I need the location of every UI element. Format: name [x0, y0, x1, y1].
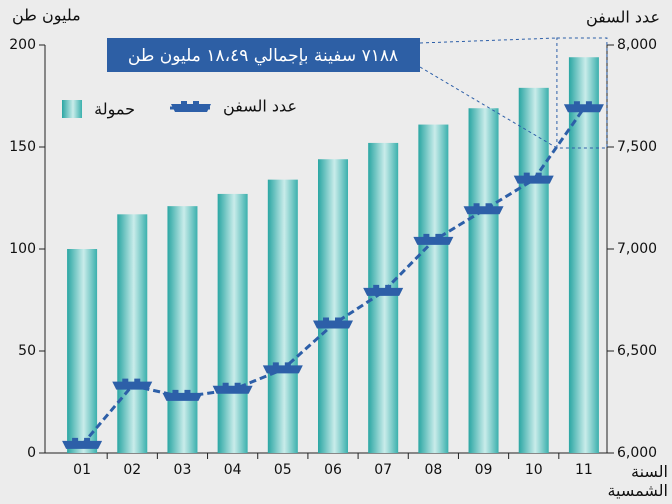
- annotation-target: [556, 37, 608, 149]
- point: [313, 317, 353, 329]
- point: [563, 101, 604, 113]
- ship-marker: [162, 389, 203, 401]
- y-tick-label: 50: [18, 343, 36, 359]
- bar: [117, 214, 148, 453]
- point: [363, 284, 404, 296]
- x-tick-label: 06: [324, 462, 342, 478]
- ship-marker: [262, 362, 303, 374]
- y-tick-label: 150: [9, 139, 36, 155]
- bar: [568, 57, 599, 454]
- y-tick-label: 200: [9, 37, 36, 53]
- bar: [418, 124, 449, 453]
- point: [513, 172, 554, 184]
- x-tick-label: 11: [575, 462, 593, 478]
- y2-tick-label: 7,500: [617, 139, 657, 155]
- x-tick-label: 07: [374, 462, 392, 478]
- y-tick-label: 100: [9, 241, 36, 257]
- ship-marker: [413, 233, 454, 245]
- x-tick-label: 05: [274, 462, 292, 478]
- point: [112, 378, 153, 390]
- ship-marker: [463, 203, 504, 215]
- bar: [267, 179, 298, 453]
- point: [262, 362, 303, 374]
- y2-tick-label: 6,500: [617, 343, 657, 359]
- ship-marker: [171, 101, 211, 112]
- y2-axis-title: عدد السفن: [586, 8, 660, 28]
- x-tick-label: 09: [475, 462, 493, 478]
- ship-marker: [363, 284, 404, 296]
- bar: [217, 193, 248, 454]
- ship-marker: [513, 172, 554, 184]
- annotation: ٧١٨٨ سفينة بإجمالي ١٨،٤٩ مليون طن: [128, 46, 398, 66]
- annotation-connector: [419, 66, 558, 149]
- x-axis-title: السنة الشمسية: [607, 462, 668, 500]
- ship-marker: [212, 382, 253, 394]
- point: [162, 389, 203, 401]
- x-tick-label: 10: [525, 462, 543, 478]
- point: [413, 233, 454, 245]
- bar: [368, 142, 399, 454]
- y2-tick-label: 6,000: [617, 445, 657, 461]
- point: [62, 437, 103, 449]
- x-tick-label: 08: [424, 462, 442, 478]
- bar: [468, 108, 499, 454]
- annotation-box: [107, 38, 420, 72]
- point: [212, 382, 253, 394]
- bar: [67, 249, 98, 453]
- y2-tick-label: 7,000: [617, 241, 657, 257]
- bar: [167, 206, 198, 453]
- bar: [318, 159, 348, 454]
- x-tick-label: 01: [73, 462, 91, 478]
- legend-label: عدد السفن: [223, 97, 297, 117]
- point: [463, 203, 504, 215]
- legend-label: حمولة: [94, 100, 135, 120]
- y-tick-label: 0: [27, 445, 36, 461]
- y2-tick-label: 8,000: [617, 37, 657, 53]
- ship-marker: [563, 101, 604, 113]
- annotation-connector: [419, 37, 557, 44]
- ship-marker: [313, 317, 353, 329]
- legend-swatch: [62, 100, 82, 118]
- x-tick-label: 02: [123, 462, 141, 478]
- legend-swatch: [171, 101, 211, 112]
- x-tick-label: 04: [224, 462, 242, 478]
- y-axis-title: مليون طن: [12, 6, 81, 26]
- x-tick-label: 03: [174, 462, 192, 478]
- ship-marker: [112, 378, 153, 390]
- bar: [518, 87, 549, 453]
- ship-marker: [62, 437, 103, 449]
